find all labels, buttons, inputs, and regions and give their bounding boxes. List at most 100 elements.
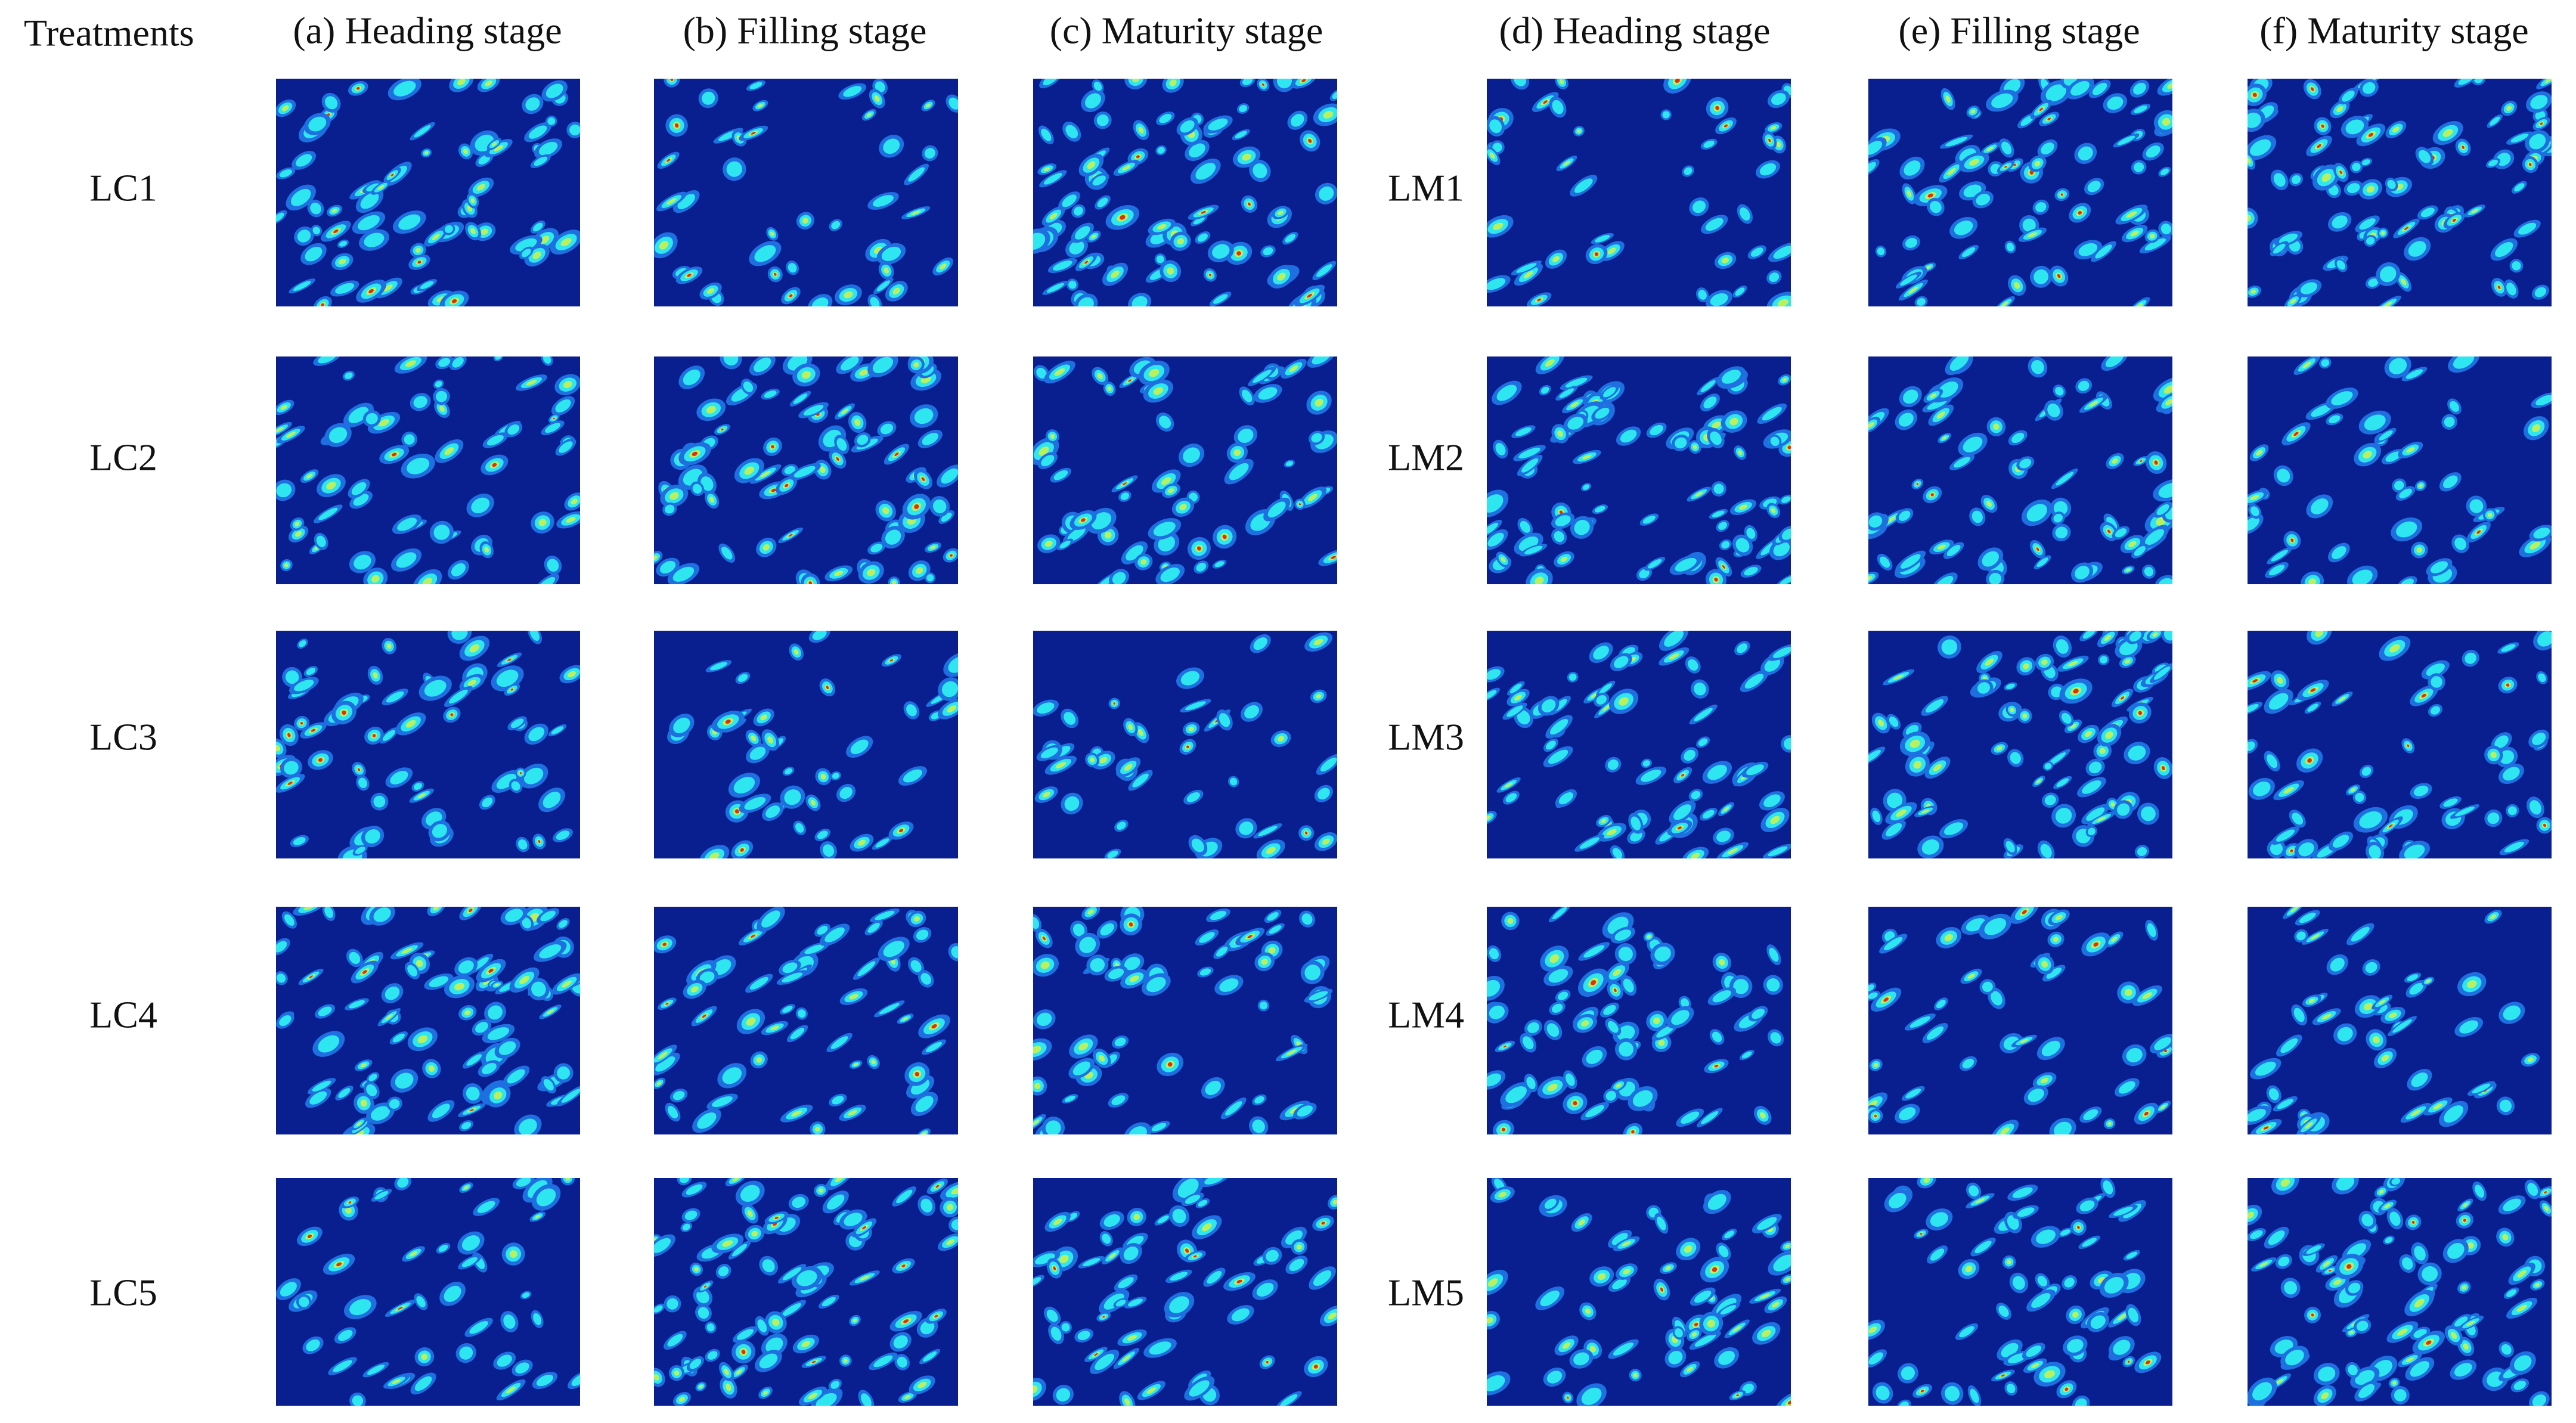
heatmap-panel bbox=[1487, 631, 1791, 858]
heat-spot bbox=[476, 184, 486, 191]
heat-spot bbox=[1977, 682, 1991, 694]
heat-spot bbox=[413, 396, 427, 408]
heat-spot bbox=[2253, 781, 2271, 796]
heat-spot bbox=[2280, 1038, 2298, 1053]
heat-spot bbox=[432, 824, 448, 838]
heat-spot bbox=[318, 1035, 340, 1053]
heat-spot bbox=[1208, 118, 1228, 131]
heat-spot bbox=[686, 1184, 703, 1195]
heat-spot bbox=[398, 214, 421, 230]
heat-spot bbox=[1735, 538, 1750, 553]
heat-spot bbox=[396, 552, 417, 568]
heat-spot bbox=[2020, 1038, 2029, 1043]
heat-spot bbox=[2407, 744, 2410, 748]
heat-spot bbox=[2056, 778, 2069, 788]
heat-spot bbox=[1595, 506, 1605, 513]
heatmap-spots bbox=[1033, 79, 1337, 306]
heat-spot bbox=[1189, 143, 1205, 158]
heat-spot bbox=[464, 1010, 471, 1016]
heat-spot bbox=[921, 477, 925, 481]
heat-spot bbox=[2100, 656, 2108, 664]
heat-spot bbox=[848, 1110, 857, 1116]
heat-spot bbox=[2126, 1047, 2143, 1063]
heat-spot bbox=[2533, 527, 2550, 539]
heat-spot bbox=[276, 941, 287, 953]
heat-spot bbox=[2014, 282, 2020, 289]
heat-spot bbox=[496, 669, 519, 687]
heat-spot bbox=[2392, 126, 2400, 133]
heat-spot bbox=[2469, 499, 2484, 513]
heat-spot bbox=[926, 103, 931, 108]
heat-spot bbox=[1319, 186, 1334, 201]
heat-spot bbox=[1133, 1214, 1140, 1220]
heat-spot bbox=[1136, 155, 1140, 159]
heat-spot bbox=[1207, 1270, 1222, 1284]
heat-spot bbox=[1785, 1278, 1790, 1282]
heat-spot bbox=[2283, 787, 2294, 794]
heat-spot bbox=[1707, 1319, 1715, 1328]
heat-spot bbox=[2112, 458, 2118, 464]
heat-spot bbox=[1278, 210, 1284, 215]
heat-spot bbox=[1630, 816, 1641, 830]
heat-spot bbox=[1291, 114, 1304, 127]
heat-spot bbox=[1138, 126, 1144, 134]
heat-spot bbox=[1124, 764, 1133, 771]
heatmap-spots bbox=[1033, 1178, 1337, 1406]
heat-spot bbox=[555, 399, 571, 413]
heat-spot bbox=[1127, 1298, 1143, 1307]
heat-spot bbox=[1523, 1036, 1534, 1050]
heat-spot bbox=[2273, 173, 2286, 187]
heat-spot bbox=[754, 245, 776, 262]
heat-spot bbox=[1938, 381, 1958, 398]
heat-spot bbox=[1712, 1267, 1718, 1272]
heat-spot bbox=[503, 1315, 516, 1329]
heat-spot bbox=[367, 1365, 385, 1375]
heat-spot bbox=[1705, 218, 1723, 231]
heat-spot bbox=[1280, 1394, 1298, 1406]
heat-spot bbox=[2259, 1262, 2268, 1267]
heat-spot bbox=[2130, 230, 2139, 237]
heat-spot bbox=[1570, 402, 1579, 408]
heat-spot bbox=[1100, 923, 1114, 936]
heat-spot bbox=[1607, 247, 1616, 255]
heat-spot bbox=[2107, 529, 2111, 534]
heat-spot bbox=[922, 433, 939, 445]
heat-spot bbox=[1694, 1334, 1716, 1347]
heat-spot bbox=[706, 288, 715, 294]
heat-spot bbox=[2365, 962, 2377, 974]
heatmap-spots bbox=[1868, 907, 2172, 1134]
heat-spot bbox=[2454, 1316, 2468, 1327]
heat-spot bbox=[2004, 165, 2008, 168]
heat-spot bbox=[1772, 1302, 1780, 1308]
heat-spot bbox=[1552, 907, 1567, 919]
heat-spot bbox=[2017, 1207, 2035, 1217]
heat-spot bbox=[1752, 1008, 1765, 1019]
heat-spot bbox=[709, 852, 720, 858]
heat-spot bbox=[1941, 639, 1958, 655]
heat-spot bbox=[1868, 1326, 1877, 1334]
heat-spot bbox=[666, 198, 677, 205]
heat-spot bbox=[749, 746, 766, 760]
heat-spot bbox=[276, 745, 281, 752]
heat-spot bbox=[2452, 218, 2456, 222]
heat-spot bbox=[793, 393, 808, 404]
heat-spot bbox=[1548, 969, 1568, 983]
heat-spot bbox=[1554, 531, 1564, 542]
heat-spot bbox=[2290, 538, 2294, 542]
heat-spot bbox=[674, 1370, 680, 1376]
heat-spot bbox=[1219, 713, 1230, 727]
heat-spot bbox=[1307, 293, 1312, 298]
heat-spot bbox=[2060, 1229, 2070, 1236]
heat-spot bbox=[353, 494, 369, 506]
heat-spot bbox=[941, 681, 958, 697]
heat-spot bbox=[873, 195, 894, 207]
heat-spot bbox=[1487, 1317, 1493, 1323]
heat-spot bbox=[515, 238, 537, 252]
heat-spot bbox=[914, 504, 919, 509]
heat-spot bbox=[1261, 83, 1264, 86]
heat-spot bbox=[684, 1210, 698, 1220]
heat-spot bbox=[464, 1186, 469, 1190]
heatmap-spots bbox=[1487, 356, 1791, 584]
heat-spot bbox=[1762, 407, 1782, 421]
